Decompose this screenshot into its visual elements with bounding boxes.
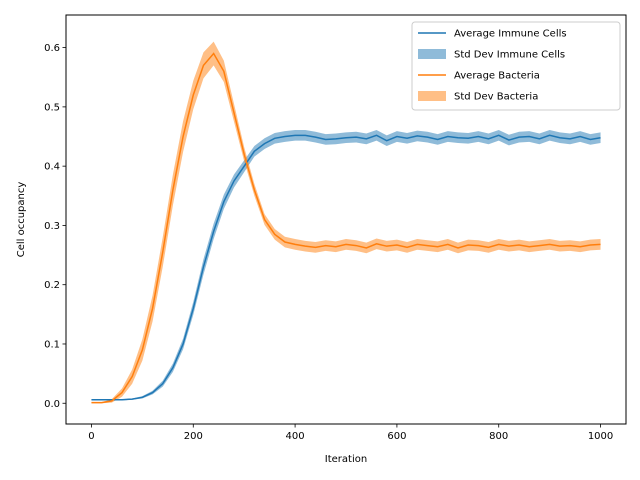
legend-frame bbox=[411, 21, 621, 111]
x-tick-label: 0 bbox=[88, 431, 94, 442]
lines-layer bbox=[91, 52, 601, 404]
x-tick-label: 800 bbox=[489, 431, 508, 442]
legend-immune-cells-band-label: Std Dev Immune Cells bbox=[454, 50, 565, 61]
y-tick-label: 0.2 bbox=[44, 280, 60, 291]
y-tick-label: 0.1 bbox=[44, 339, 60, 350]
line-bacteria bbox=[91, 52, 601, 404]
legend-bacteria-band-swatch bbox=[418, 91, 446, 101]
y-tick-label: 0.6 bbox=[44, 43, 60, 54]
legend-immune-cells-line-label: Average Immune Cells bbox=[454, 29, 567, 40]
legend-immune-cells-band-swatch bbox=[418, 49, 446, 59]
y-tick-label: 0.3 bbox=[44, 221, 60, 232]
x-axis-ticks: 0 200 400 600 800 1000 bbox=[88, 424, 613, 442]
x-tick-label: 600 bbox=[387, 431, 406, 442]
legend-bacteria-line-label: Average Bacteria bbox=[454, 71, 540, 82]
y-tick-label: 0.4 bbox=[44, 162, 60, 173]
y-tick-label: 0.0 bbox=[44, 399, 60, 410]
x-tick-label: 1000 bbox=[588, 431, 613, 442]
x-axis-label: Iteration bbox=[325, 454, 367, 465]
y-axis-label: Cell occupancy bbox=[16, 182, 27, 258]
x-tick-label: 400 bbox=[286, 431, 305, 442]
x-tick-label: 200 bbox=[184, 431, 203, 442]
legend-bacteria-band-label: Std Dev Bacteria bbox=[454, 92, 538, 103]
y-tick-label: 0.5 bbox=[44, 102, 60, 113]
line-immune-cells bbox=[91, 134, 601, 401]
y-axis-ticks: 0.0 0.1 0.2 0.3 0.4 0.5 0.6 bbox=[44, 43, 66, 410]
band-immune-cells bbox=[91, 129, 601, 401]
plot-frame bbox=[65, 14, 627, 425]
legend: Average Immune Cells Std Dev Immune Cells… bbox=[411, 21, 621, 111]
